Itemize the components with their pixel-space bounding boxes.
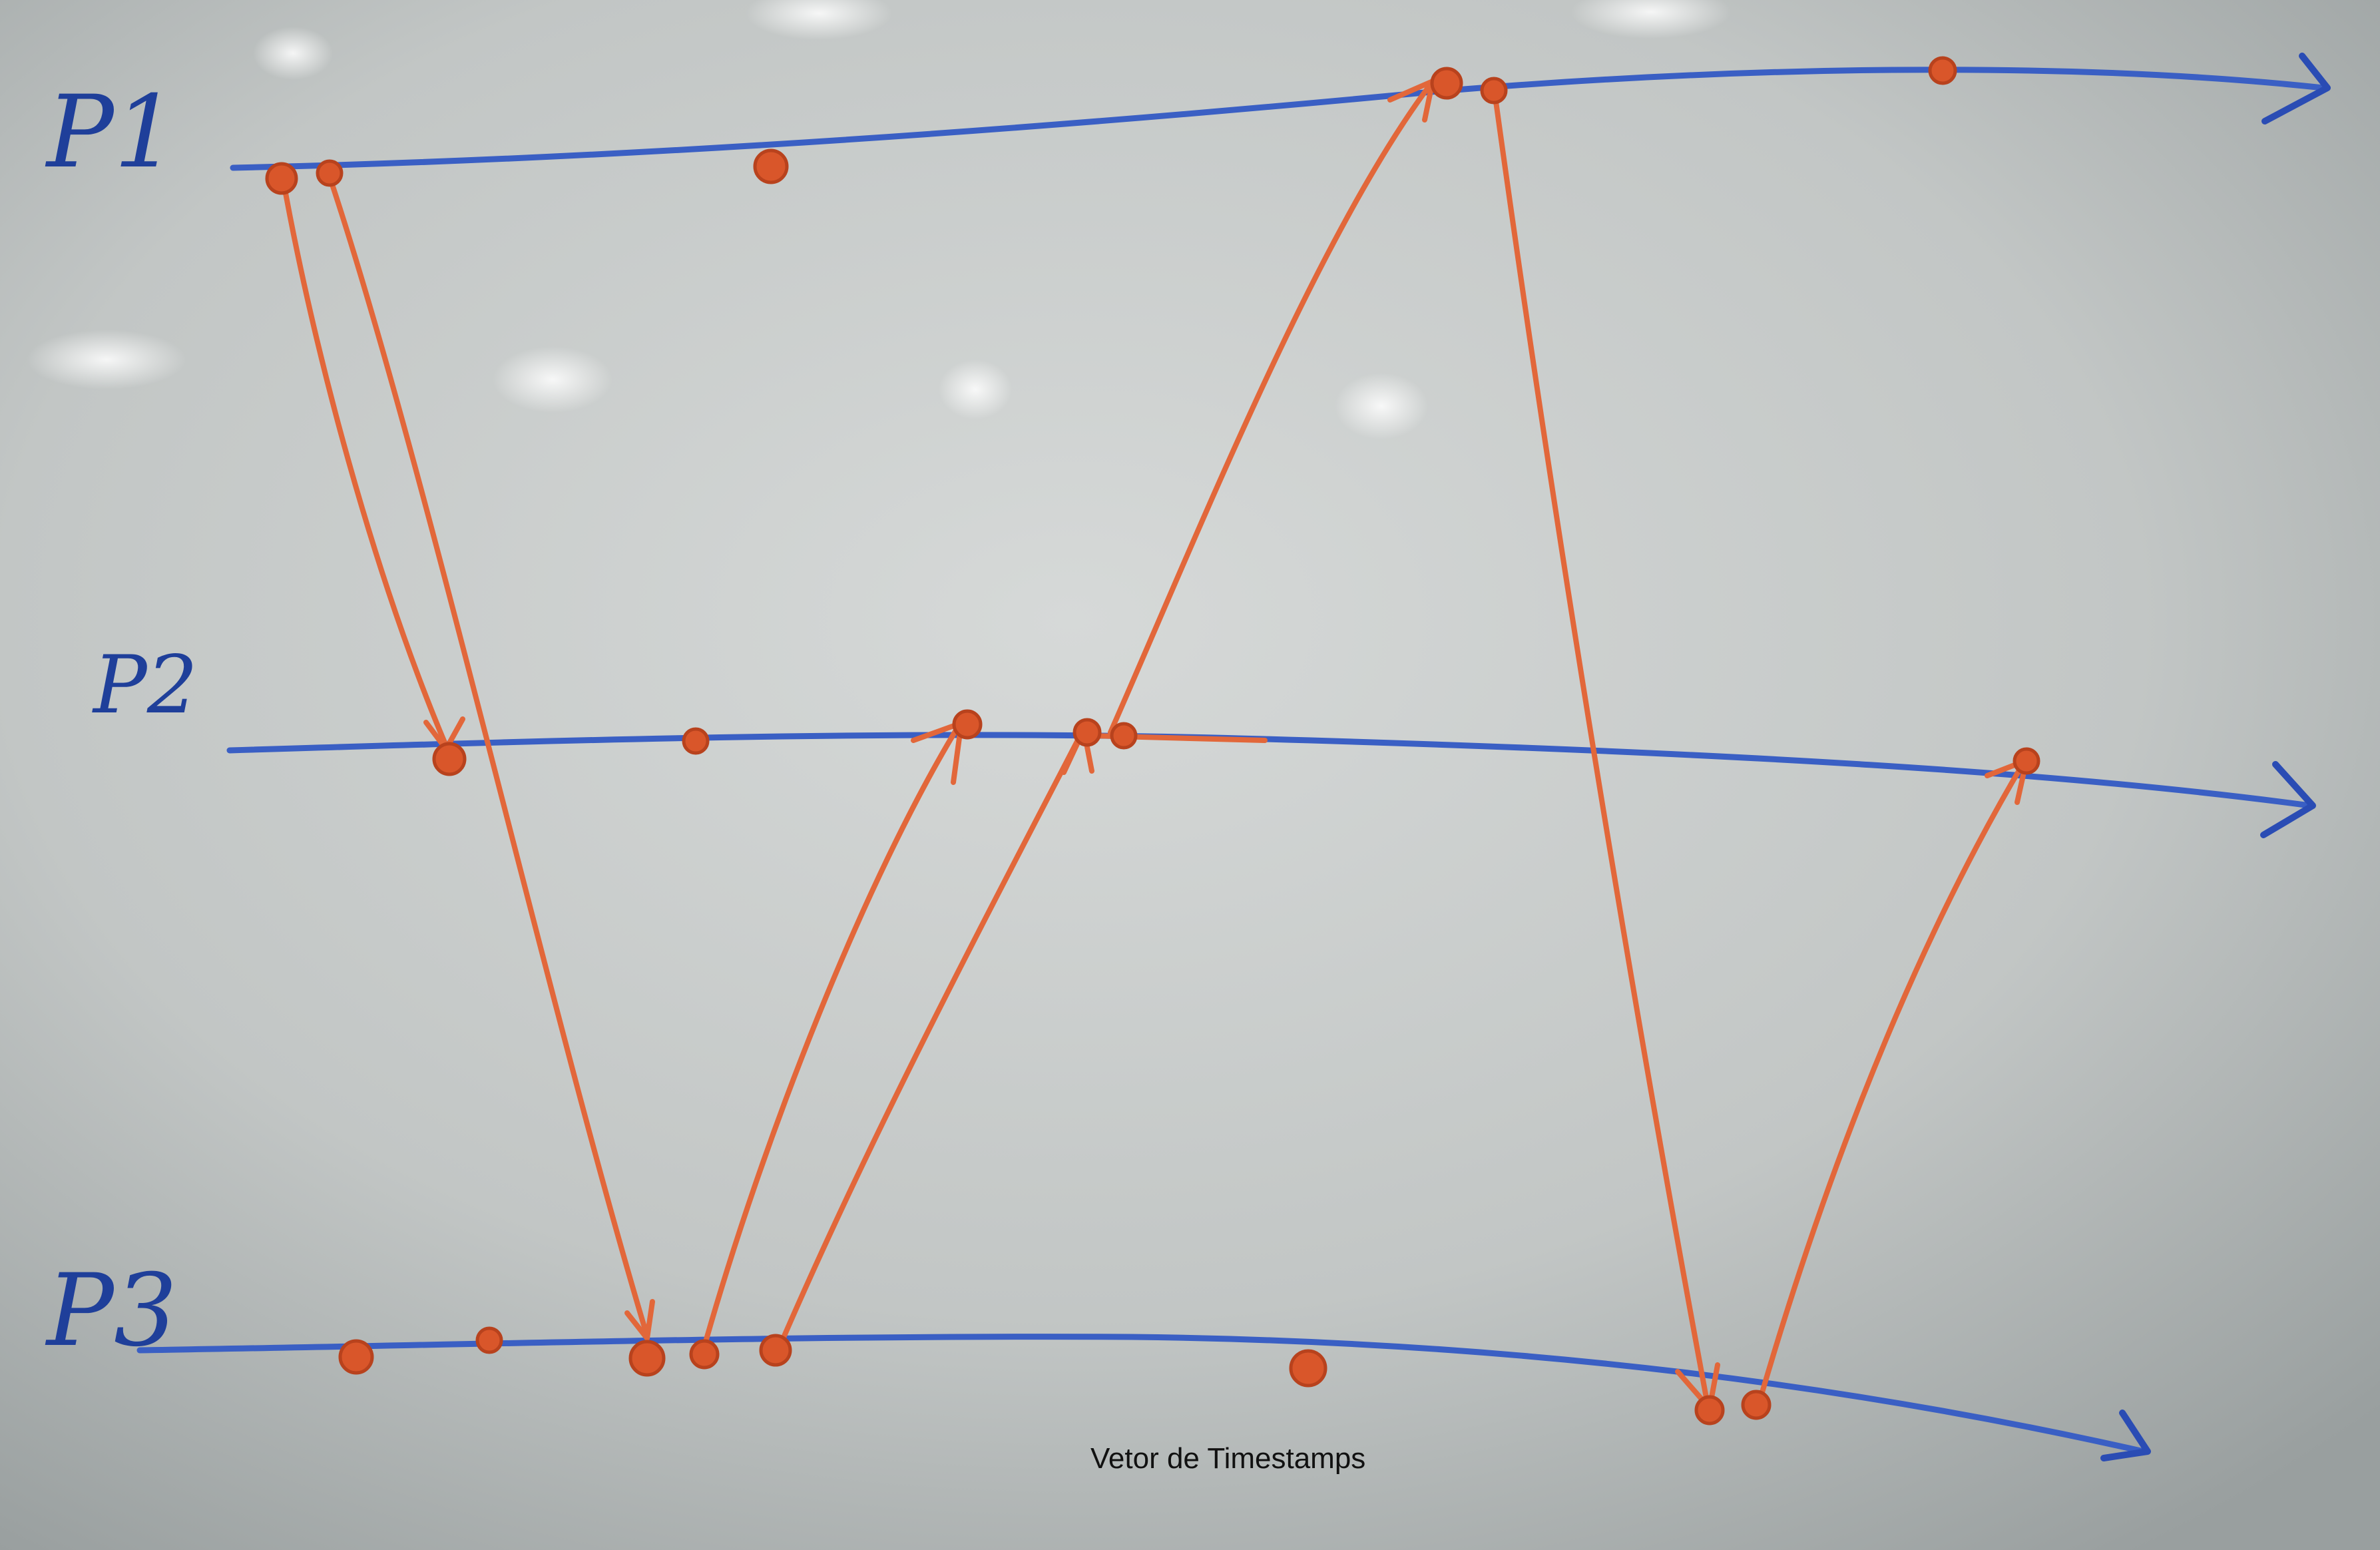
message-p1e2-to-p3e3-arrowhead xyxy=(624,1299,655,1341)
p2-timeline-arrowhead xyxy=(2260,761,2316,838)
message-p1e1-to-p2e1 xyxy=(280,176,449,748)
event-p3-5 xyxy=(759,1334,792,1367)
message-p3e4-to-p2e3 xyxy=(703,723,961,1344)
event-p2-4 xyxy=(1072,718,1102,747)
event-p3-6 xyxy=(1289,1349,1327,1388)
message-p3e8-to-p2e6 xyxy=(1755,760,2026,1411)
p3-timeline xyxy=(136,1334,2147,1455)
p2-label: P2 xyxy=(92,639,198,732)
event-p3-3 xyxy=(628,1340,666,1377)
message-arrows xyxy=(280,79,2029,1411)
event-p1-3 xyxy=(753,148,789,184)
p1-timeline-arrowhead xyxy=(2261,53,2331,125)
event-dots xyxy=(265,56,2040,1425)
event-p1-1 xyxy=(265,162,298,195)
p3-label: P3 xyxy=(45,1253,177,1369)
event-p2-3 xyxy=(952,709,983,740)
event-p2-1 xyxy=(432,742,467,776)
event-p1-2 xyxy=(316,159,344,187)
glare-reflections xyxy=(27,0,1731,439)
event-p2-2 xyxy=(682,727,710,755)
event-p3-7 xyxy=(1694,1395,1725,1425)
p1-timeline xyxy=(230,67,2327,171)
message-p1e2-to-p3e3 xyxy=(327,174,648,1334)
message-p3e5-to-p2e4 xyxy=(776,730,1084,1351)
event-p1-4 xyxy=(1430,67,1463,100)
event-p1-6 xyxy=(1928,56,1957,85)
event-p1-5 xyxy=(1480,77,1508,105)
event-p3-1 xyxy=(338,1339,374,1375)
message-p2e5-to-p1e4 xyxy=(1108,81,1434,735)
event-p3-4 xyxy=(689,1339,720,1370)
message-p1e5-to-p3e7 xyxy=(1492,89,1710,1408)
event-p3-2 xyxy=(475,1326,503,1354)
diagram-caption: Vetor de Timestamps xyxy=(1090,1442,1365,1475)
event-p3-8 xyxy=(1741,1390,1772,1420)
event-p2-6 xyxy=(2013,747,2040,775)
p3-timeline-arrowhead xyxy=(2100,1410,2151,1461)
p1-label: P1 xyxy=(45,75,177,190)
event-p2-5 xyxy=(1110,722,1138,750)
